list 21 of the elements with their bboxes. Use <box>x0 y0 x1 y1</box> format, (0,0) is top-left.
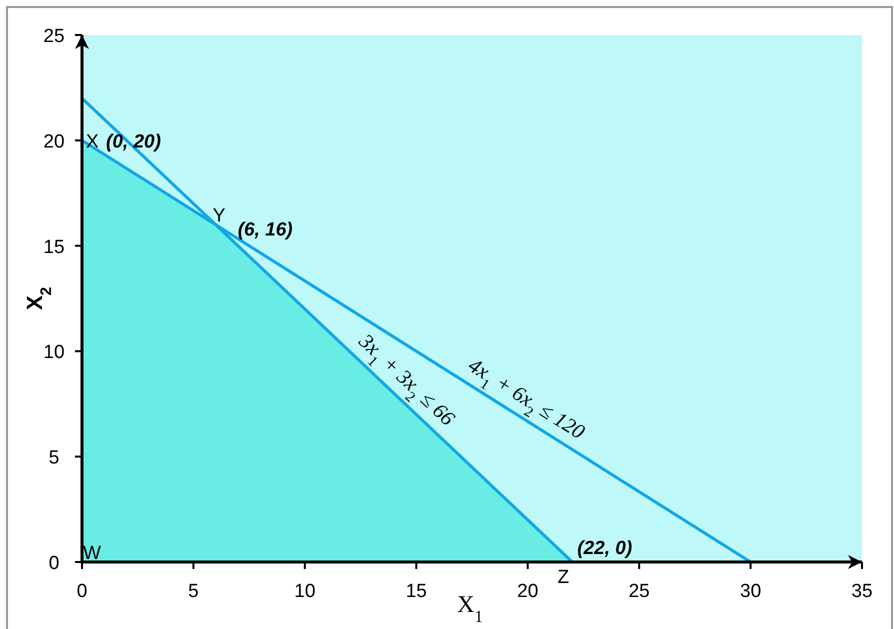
x-tick-label: 25 <box>628 581 650 602</box>
y-tick-label: 15 <box>43 236 65 258</box>
annotation: Z <box>557 567 570 588</box>
x-tick-label: 35 <box>851 581 873 602</box>
x-tick-label: 30 <box>740 581 762 602</box>
annotation: W <box>83 543 101 564</box>
x-tick-label: 10 <box>294 581 316 602</box>
annotation: (0, 20) <box>106 131 161 152</box>
annotation: (22, 0) <box>577 538 632 559</box>
x-axis-title: X$_{1}$ <box>457 592 483 626</box>
y-tick-label: 10 <box>43 342 65 364</box>
annotation: Y <box>212 206 226 227</box>
x-tick-label: 15 <box>406 581 427 602</box>
x-tick-label: 0 <box>76 581 88 602</box>
x-tick-label: 5 <box>188 581 199 602</box>
y-tick-label: 0 <box>48 553 60 574</box>
y-tick-label: 25 <box>43 26 65 47</box>
y-tick-label: 5 <box>48 448 60 469</box>
annotation: (6, 16) <box>238 220 293 241</box>
y-tick-label: 20 <box>43 131 65 152</box>
x-tick-label: 20 <box>517 581 538 602</box>
